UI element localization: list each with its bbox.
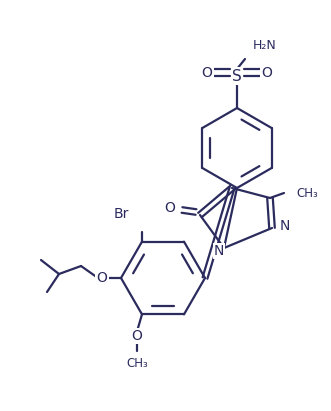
Text: O: O — [97, 271, 108, 285]
Text: O: O — [261, 66, 272, 80]
Text: CH₃: CH₃ — [126, 358, 148, 370]
Text: O: O — [165, 201, 175, 215]
Text: S: S — [232, 69, 242, 83]
Text: H₂N: H₂N — [253, 39, 277, 52]
Text: O: O — [202, 66, 213, 80]
Text: N: N — [214, 244, 224, 258]
Text: Br: Br — [114, 207, 129, 221]
Text: CH₃: CH₃ — [296, 187, 318, 199]
Text: N: N — [280, 219, 290, 233]
Text: O: O — [131, 329, 142, 343]
